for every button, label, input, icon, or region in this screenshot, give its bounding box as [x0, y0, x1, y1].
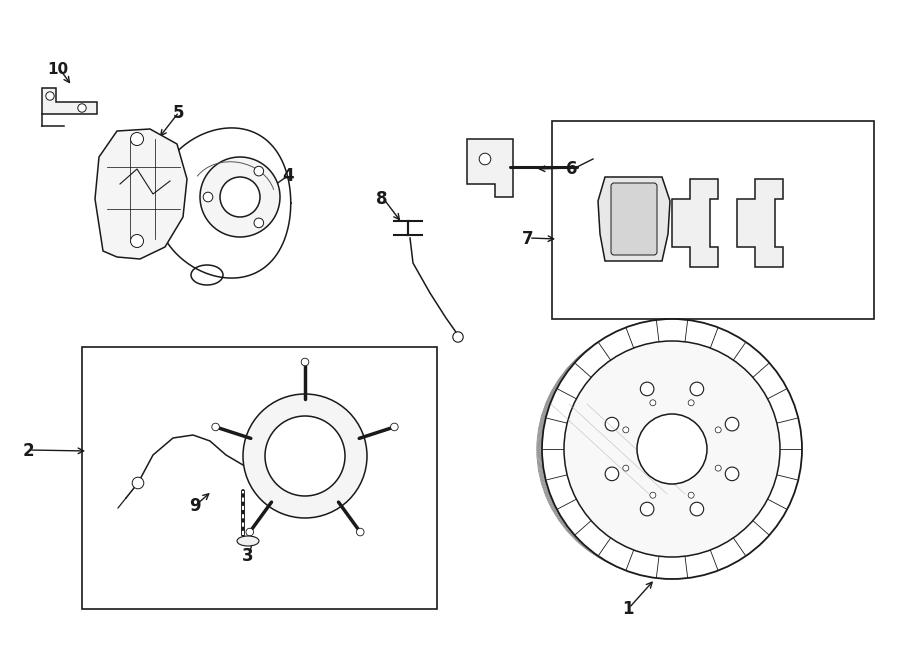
Circle shape	[716, 427, 721, 433]
Text: 2: 2	[22, 442, 34, 460]
Polygon shape	[155, 128, 291, 278]
Circle shape	[716, 465, 721, 471]
Polygon shape	[95, 129, 187, 259]
Ellipse shape	[191, 265, 223, 285]
Text: 10: 10	[48, 61, 68, 77]
Circle shape	[77, 104, 86, 112]
Text: 8: 8	[376, 190, 388, 208]
Text: 9: 9	[189, 497, 201, 515]
Circle shape	[132, 477, 144, 488]
Ellipse shape	[237, 536, 259, 546]
Circle shape	[212, 423, 220, 431]
Circle shape	[246, 528, 254, 536]
Circle shape	[254, 167, 264, 176]
Text: 3: 3	[242, 547, 254, 565]
Circle shape	[623, 465, 629, 471]
Circle shape	[220, 177, 260, 217]
Circle shape	[605, 417, 618, 431]
Circle shape	[130, 235, 143, 247]
Circle shape	[302, 358, 309, 366]
FancyBboxPatch shape	[611, 183, 657, 255]
Circle shape	[605, 467, 618, 481]
Circle shape	[650, 492, 656, 498]
Text: 4: 4	[283, 167, 293, 185]
Bar	[82, 347, 437, 609]
Circle shape	[542, 319, 802, 579]
Circle shape	[640, 502, 654, 516]
Text: 7: 7	[522, 230, 534, 248]
Circle shape	[688, 400, 694, 406]
Text: 6: 6	[566, 160, 578, 178]
Polygon shape	[598, 177, 670, 261]
Circle shape	[391, 423, 398, 431]
Circle shape	[640, 382, 654, 396]
Circle shape	[564, 341, 780, 557]
Circle shape	[200, 157, 280, 237]
Circle shape	[688, 492, 694, 498]
Bar	[552, 121, 874, 319]
Text: 1: 1	[622, 600, 634, 618]
Circle shape	[690, 502, 704, 516]
Circle shape	[130, 132, 143, 145]
Polygon shape	[467, 139, 513, 197]
Circle shape	[690, 382, 704, 396]
Circle shape	[356, 528, 365, 536]
Circle shape	[254, 218, 264, 227]
Circle shape	[725, 417, 739, 431]
Polygon shape	[42, 88, 97, 114]
Circle shape	[243, 394, 367, 518]
Circle shape	[453, 332, 464, 342]
Circle shape	[203, 192, 212, 202]
Circle shape	[265, 416, 345, 496]
Polygon shape	[737, 179, 783, 267]
Polygon shape	[672, 179, 718, 267]
Circle shape	[725, 467, 739, 481]
Circle shape	[479, 153, 490, 165]
Circle shape	[46, 92, 54, 100]
Circle shape	[623, 427, 629, 433]
Circle shape	[650, 400, 656, 406]
Text: 5: 5	[172, 104, 184, 122]
Circle shape	[637, 414, 707, 484]
